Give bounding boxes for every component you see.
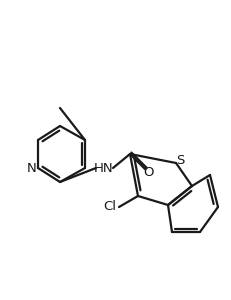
Text: N: N (27, 161, 37, 175)
Text: Cl: Cl (103, 200, 116, 214)
Text: S: S (176, 154, 184, 166)
Text: HN: HN (94, 161, 114, 175)
Text: O: O (143, 166, 153, 178)
